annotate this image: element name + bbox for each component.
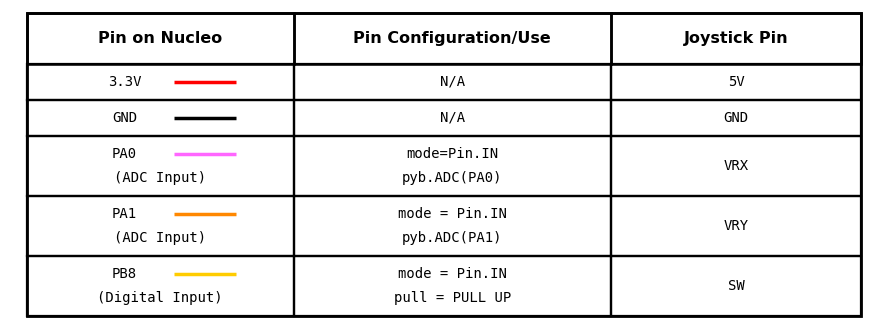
Text: pyb.ADC(PA1): pyb.ADC(PA1) [402,231,503,245]
Text: N/A: N/A [440,75,465,89]
Text: PA0: PA0 [112,147,138,161]
Text: VRX: VRX [724,159,749,173]
Text: GND: GND [724,111,749,125]
Text: Pin on Nucleo: Pin on Nucleo [98,31,222,46]
Text: PB8: PB8 [112,267,138,281]
Text: (Digital Input): (Digital Input) [98,291,223,305]
Text: pull = PULL UP: pull = PULL UP [393,291,511,305]
Text: (ADC Input): (ADC Input) [115,231,206,245]
Text: PA1: PA1 [112,207,138,221]
Text: 3.3V: 3.3V [108,75,141,89]
Text: 5V: 5V [728,75,744,89]
Text: N/A: N/A [440,111,465,125]
Text: mode = Pin.IN: mode = Pin.IN [398,207,507,221]
Text: GND: GND [112,111,138,125]
Text: pyb.ADC(PA0): pyb.ADC(PA0) [402,171,503,185]
Text: Joystick Pin: Joystick Pin [684,31,789,46]
Text: mode = Pin.IN: mode = Pin.IN [398,267,507,281]
Text: SW: SW [728,279,744,293]
Text: Pin Configuration/Use: Pin Configuration/Use [353,31,551,46]
Text: (ADC Input): (ADC Input) [115,171,206,185]
Text: mode=Pin.IN: mode=Pin.IN [407,147,498,161]
Text: VRY: VRY [724,219,749,233]
